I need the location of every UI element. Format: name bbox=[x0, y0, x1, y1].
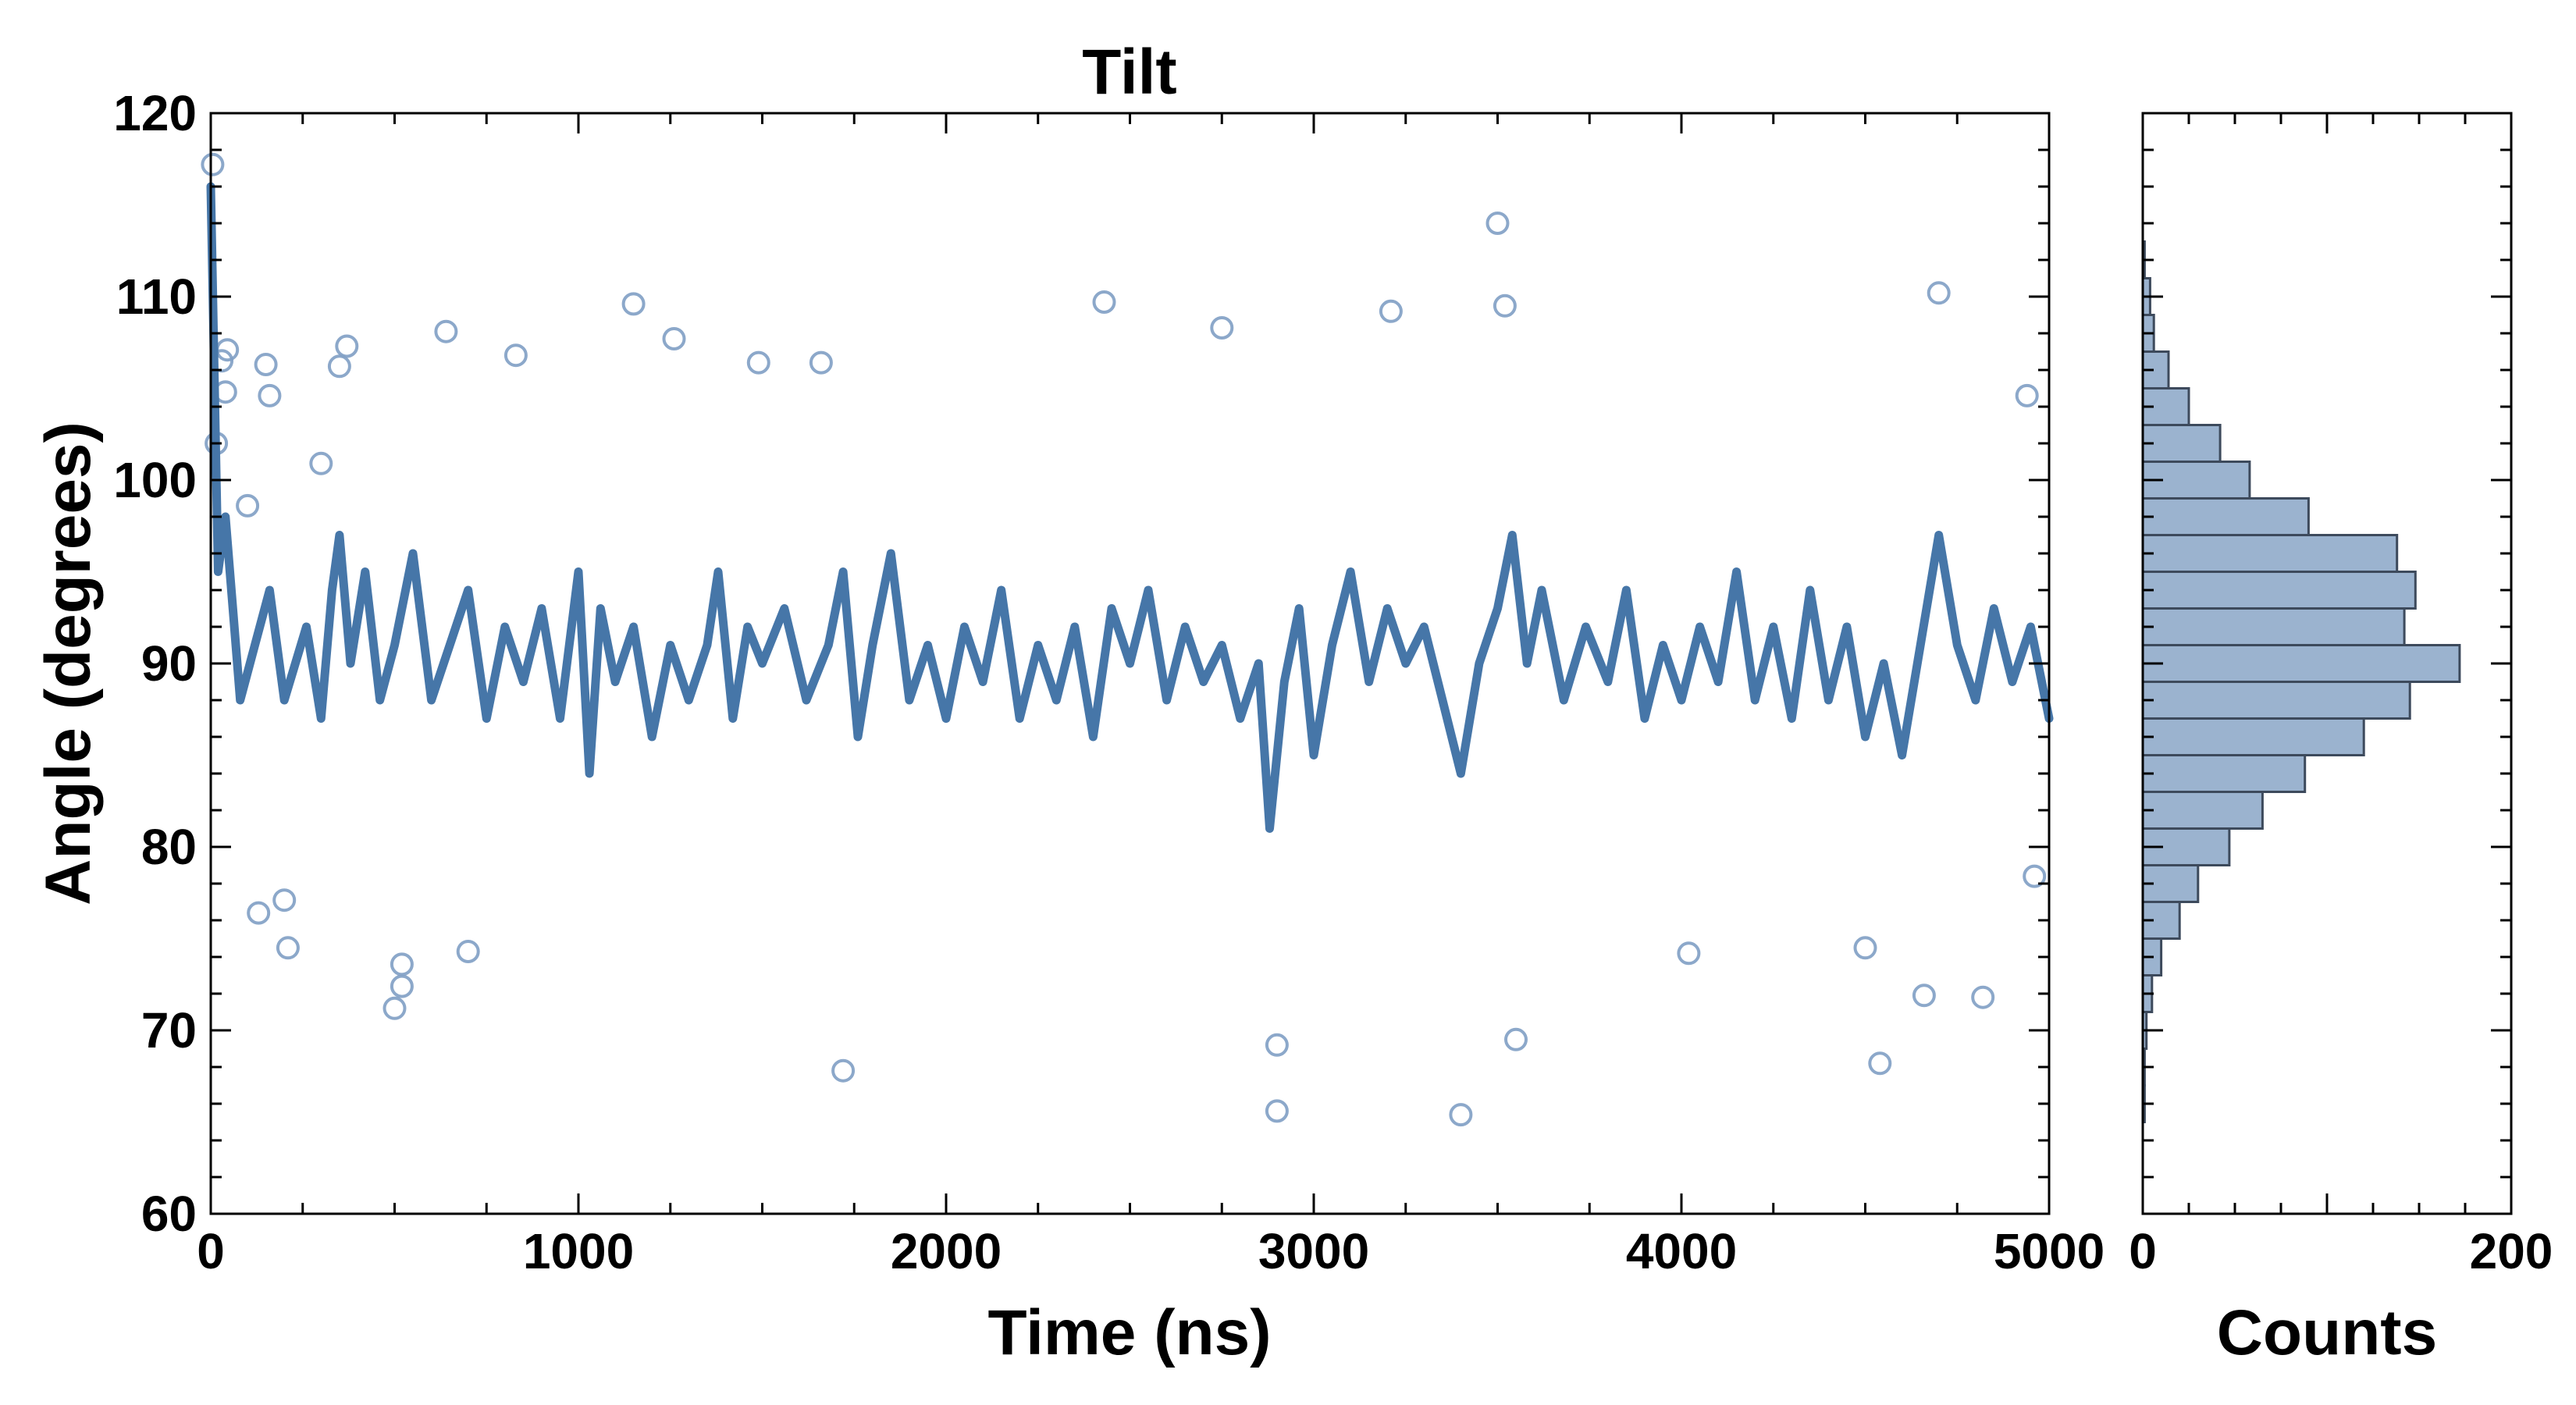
y-tick-label: 70 bbox=[141, 1002, 197, 1058]
scatter-point bbox=[1504, 1027, 1528, 1051]
y-tick-label: 80 bbox=[141, 819, 197, 875]
x-tick-label: 3000 bbox=[1258, 1223, 1369, 1279]
scatter-point bbox=[1210, 316, 1234, 340]
histogram-bars bbox=[2141, 240, 2461, 1123]
scatter-point bbox=[201, 152, 225, 176]
scatter-point bbox=[1868, 1051, 1892, 1076]
running-average-line bbox=[206, 182, 2054, 833]
y-tick-label: 110 bbox=[116, 269, 197, 325]
histogram-panel: 0 200 Counts bbox=[2129, 112, 2553, 1368]
histogram-bar bbox=[2141, 534, 2399, 573]
histogram-bar bbox=[2141, 681, 2411, 720]
histogram-bar bbox=[2141, 644, 2461, 683]
scatter-point bbox=[1265, 1099, 1289, 1123]
scatter-point bbox=[1912, 984, 1936, 1008]
scatter-points bbox=[201, 152, 2047, 1127]
scatter-point bbox=[236, 493, 260, 518]
scatter-point bbox=[335, 334, 359, 358]
histogram-bar bbox=[2141, 717, 2365, 756]
scatter-point bbox=[272, 888, 297, 912]
scatter-point bbox=[503, 343, 528, 368]
scatter-point bbox=[2023, 864, 2047, 888]
histogram-y-ticks bbox=[2143, 112, 2511, 1215]
scatter-point bbox=[1853, 936, 1877, 960]
scatter-point bbox=[1485, 212, 1510, 235]
histogram-x-tick-label: 0 bbox=[2129, 1223, 2157, 1279]
y-axis-label: Angle (degrees) bbox=[33, 422, 104, 905]
histogram-bar bbox=[2141, 497, 2310, 536]
histogram-bar bbox=[2141, 424, 2222, 463]
scatter-point bbox=[1677, 941, 1701, 966]
x-tick-label: 5000 bbox=[1994, 1223, 2105, 1279]
scatter-point bbox=[390, 952, 414, 976]
chart-title: Tilt bbox=[1082, 37, 1176, 108]
scatter-point bbox=[382, 996, 407, 1020]
scatter-point bbox=[276, 936, 300, 960]
scatter-point bbox=[1265, 1033, 1289, 1057]
scatter-point bbox=[1927, 281, 1951, 305]
scatter-point bbox=[746, 350, 770, 375]
histogram-x-ticks: 0 200 bbox=[2129, 113, 2553, 1279]
x-tick-label: 2000 bbox=[891, 1223, 1002, 1279]
scatter-point bbox=[390, 974, 414, 998]
scatter-point bbox=[258, 383, 282, 407]
histogram-bar bbox=[2141, 754, 2307, 793]
scatter-point bbox=[456, 940, 480, 963]
histogram-bar bbox=[2141, 791, 2264, 830]
x-tick-label: 1000 bbox=[523, 1223, 634, 1279]
scatter-point bbox=[621, 292, 646, 316]
histogram-bar bbox=[2141, 571, 2417, 610]
scatter-point bbox=[434, 319, 458, 343]
x-tick-label: 0 bbox=[197, 1223, 225, 1279]
scatter-point bbox=[309, 451, 333, 475]
scatter-point bbox=[1379, 299, 1403, 323]
histogram-bar bbox=[2141, 607, 2406, 646]
scatter-point bbox=[831, 1058, 856, 1083]
x-tick-label: 4000 bbox=[1626, 1223, 1737, 1279]
main-scatter-panel: Tilt 0 1000 2000 3000 4000 5000 60 70 80 90 100 11… bbox=[33, 37, 2105, 1368]
scatter-point bbox=[254, 353, 278, 376]
y-axis-ticks: 60 70 80 90 100 110 120 bbox=[113, 85, 2049, 1242]
scatter-point bbox=[247, 901, 271, 925]
scatter-point bbox=[1092, 290, 1116, 314]
y-tick-label: 60 bbox=[141, 1186, 197, 1242]
histogram-x-axis-label: Counts bbox=[2217, 1297, 2437, 1368]
y-tick-label: 100 bbox=[113, 452, 197, 508]
histogram-x-tick-label: 200 bbox=[2470, 1223, 2553, 1279]
scatter-point bbox=[662, 327, 686, 350]
x-axis-ticks: 0 1000 2000 3000 4000 5000 bbox=[197, 113, 2105, 1279]
scatter-point bbox=[1449, 1103, 1473, 1127]
histogram-bar bbox=[2141, 350, 2170, 389]
scatter-point bbox=[809, 350, 833, 375]
y-tick-label: 90 bbox=[141, 635, 197, 692]
scatter-point bbox=[327, 354, 351, 379]
x-axis-label: Time (ns) bbox=[988, 1297, 1272, 1368]
y-tick-label: 120 bbox=[113, 85, 197, 141]
scatter-point bbox=[1493, 293, 1517, 318]
scatter-point bbox=[2015, 383, 2039, 407]
scatter-point bbox=[1971, 985, 1995, 1009]
